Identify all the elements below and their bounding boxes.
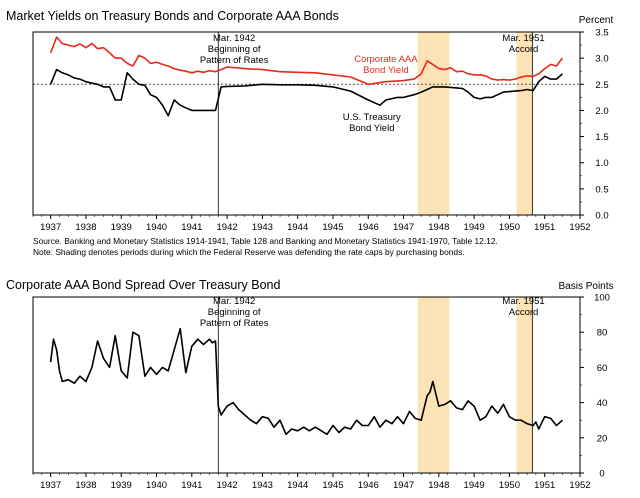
y-tick-label-1: 20 [597, 433, 608, 444]
annotation-line: Bond Yield [363, 65, 408, 76]
top-chart-title: Market Yields on Treasury Bonds and Corp… [6, 9, 339, 23]
x-tick-label-1939: 1939 [111, 222, 132, 233]
y-tick-label-5: 100 [594, 293, 610, 304]
annotation-line: Beginning of [208, 307, 261, 318]
x-tick-label-1945: 1945 [322, 222, 343, 233]
annotation-line: Bond Yield [349, 123, 394, 134]
x-tick-label-1946: 1946 [358, 222, 379, 233]
annotation-line: Mar. 1942 [213, 33, 255, 44]
y-tick-label-0: 0 [599, 469, 604, 480]
top-chart-plot: 1937 1938 1939 1940 1941 1942 1943 1944 1945 1946… [32, 28, 609, 233]
y-tick-label-4: 2.0 [595, 106, 608, 117]
x-tick-label-1941: 1941 [181, 480, 202, 491]
annotation-line: U.S. Treasury [343, 112, 401, 123]
x-tick-label-1943: 1943 [252, 480, 273, 491]
annotation-line: Mar. 1942 [213, 296, 255, 307]
source-note-line2: Note: Shading denotes periods during whi… [33, 247, 465, 257]
x-tick-label-1940: 1940 [146, 222, 167, 233]
x-tick-label-1949: 1949 [464, 480, 485, 491]
x-tick-label-1937: 1937 [40, 480, 61, 491]
shaded-period-0 [417, 32, 450, 215]
x-tick-label-1950: 1950 [499, 222, 520, 233]
x-tick-label-1944: 1944 [287, 222, 308, 233]
x-tick-label-1951: 1951 [534, 480, 555, 491]
y-tick-label-0: 0.0 [595, 211, 608, 222]
annotation-line: Pattern of Rates [200, 55, 269, 66]
shaded-period-1 [516, 297, 533, 473]
bottom-chart-ylabel: Basis Points [558, 281, 613, 292]
top-chart-ylabel: Percent [579, 15, 614, 26]
annotation-line: Mar. 1951 [502, 296, 544, 307]
series-line-corporate-aaa-bond-spread [49, 327, 563, 436]
y-tick-label-6: 3.0 [595, 54, 608, 65]
annotation-line: Corporate AAA [354, 54, 418, 65]
x-tick-label-1952: 1952 [569, 480, 590, 491]
x-tick-label-1939: 1939 [111, 480, 132, 491]
x-tick-label-1945: 1945 [322, 480, 343, 491]
x-tick-label-1937: 1937 [40, 222, 61, 233]
annotation-line: Accord [509, 44, 539, 55]
series-line-u-s-treasury-bond-yield [49, 68, 563, 117]
x-tick-label-1951: 1951 [534, 222, 555, 233]
x-tick-label-1943: 1943 [252, 222, 273, 233]
y-tick-label-7: 3.5 [595, 28, 608, 39]
y-tick-label-2: 1.0 [595, 158, 608, 169]
x-tick-label-1948: 1948 [428, 480, 449, 491]
x-tick-label-1942: 1942 [217, 222, 238, 233]
series-line-corporate-aaa-bond-yield [49, 36, 564, 86]
x-tick-label-1944: 1944 [287, 480, 308, 491]
y-tick-label-3: 60 [597, 363, 608, 374]
annotation-line: Pattern of Rates [200, 318, 269, 329]
plot-frame [32, 296, 581, 474]
x-tick-label-1941: 1941 [181, 222, 202, 233]
shaded-period-1 [516, 32, 533, 215]
annotation-line: Mar. 1951 [502, 33, 544, 44]
y-tick-label-3: 1.5 [595, 132, 608, 143]
x-tick-label-1946: 1946 [358, 480, 379, 491]
annotation-line: Beginning of [208, 44, 261, 55]
y-tick-label-5: 2.5 [595, 80, 608, 91]
x-tick-label-1950: 1950 [499, 480, 520, 491]
x-tick-label-1949: 1949 [464, 222, 485, 233]
x-tick-label-1938: 1938 [75, 222, 96, 233]
x-tick-label-1940: 1940 [146, 480, 167, 491]
x-tick-label-1947: 1947 [393, 222, 414, 233]
plot-frame [32, 31, 581, 216]
bottom-chart-plot: 1937 1938 1939 1940 1941 1942 1943 1944 1945 1946… [32, 293, 610, 491]
x-tick-label-1952: 1952 [569, 222, 590, 233]
source-note-line1: Source. Banking and Monetary Statistics … [33, 236, 498, 246]
x-tick-label-1942: 1942 [217, 480, 238, 491]
y-tick-label-1: 0.5 [595, 184, 608, 195]
y-tick-label-2: 40 [597, 398, 608, 409]
x-tick-label-1947: 1947 [393, 480, 414, 491]
annotation-line: Accord [509, 307, 539, 318]
x-tick-label-1938: 1938 [75, 480, 96, 491]
x-tick-label-1948: 1948 [428, 222, 449, 233]
y-tick-label-4: 80 [597, 328, 608, 339]
bottom-chart-title: Corporate AAA Bond Spread Over Treasury … [6, 278, 281, 292]
